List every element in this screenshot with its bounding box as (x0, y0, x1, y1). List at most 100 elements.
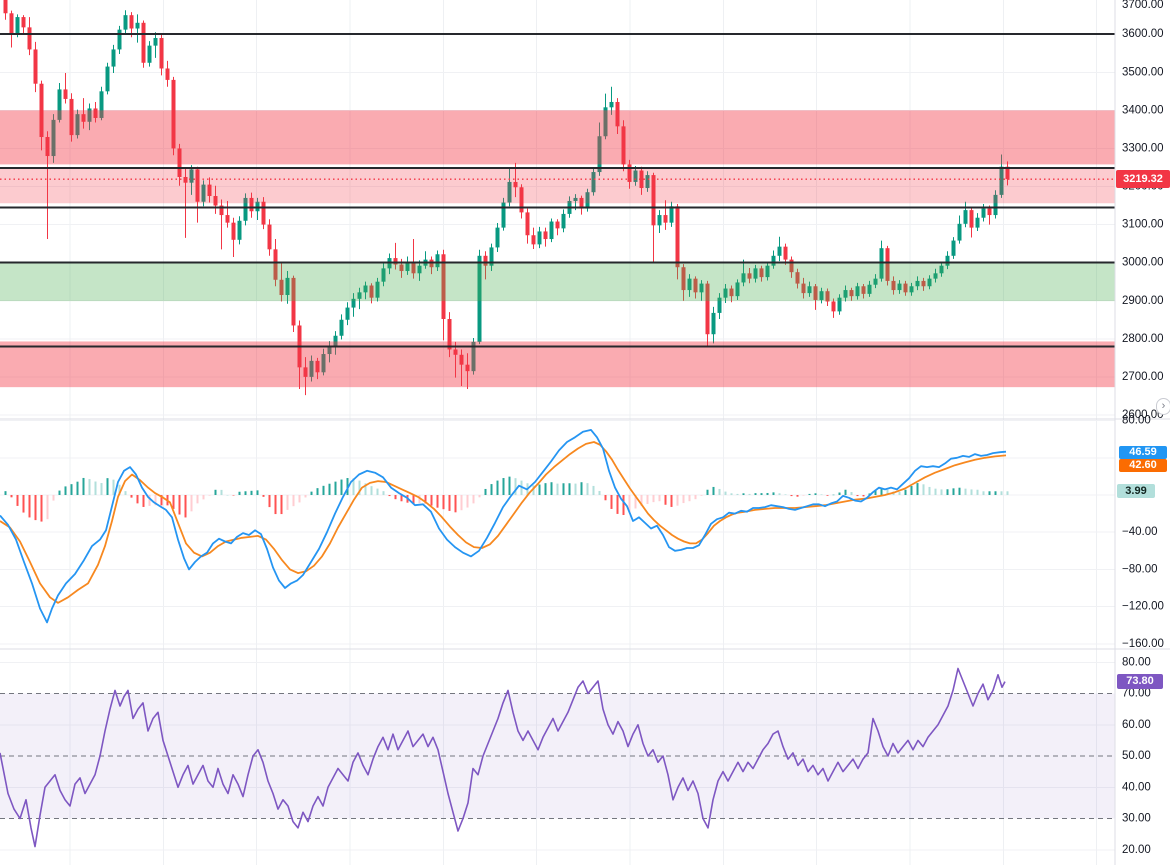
candle (453, 349, 458, 355)
candle (669, 206, 674, 223)
price-axis-label: 2800.00 (1122, 333, 1164, 345)
price-axis-label: 3500.00 (1122, 66, 1164, 78)
candle (315, 360, 320, 373)
candle (363, 285, 368, 293)
rsi-axis-label: 50.00 (1122, 750, 1151, 762)
candle (153, 38, 158, 46)
candle (831, 301, 836, 312)
macd-value-badge: 46.59 (1119, 445, 1167, 459)
price-axis-label: 2700.00 (1122, 371, 1164, 383)
candle (585, 192, 590, 209)
rsi-value-badge: 73.80 (1117, 674, 1163, 690)
zone-support-red[interactable] (0, 341, 1115, 388)
candle (99, 91, 104, 118)
candle (417, 265, 422, 274)
candle (63, 89, 68, 99)
candle (963, 210, 968, 224)
candle (711, 312, 716, 335)
candle (597, 136, 602, 173)
candle (621, 126, 626, 165)
candle (999, 166, 1004, 195)
candle (291, 277, 296, 326)
candle (375, 281, 380, 298)
candle (657, 215, 662, 226)
price-axis-label: 2600.00 (1122, 409, 1164, 421)
rsi-line (0, 667, 1006, 848)
candle (867, 284, 872, 294)
candle (399, 264, 404, 272)
candle (459, 354, 464, 365)
candle (975, 217, 980, 228)
candle (699, 283, 704, 293)
candle (849, 290, 854, 297)
candle (57, 89, 62, 120)
candle (939, 265, 944, 274)
candle (81, 114, 86, 122)
candle (681, 267, 686, 291)
rsi-axis-label: 60.00 (1122, 719, 1151, 731)
candle (285, 277, 290, 296)
candle (495, 227, 500, 248)
rsi-axis-label: 80.00 (1122, 656, 1151, 668)
macd-histogram-value-badge: 3.99 (1117, 484, 1155, 499)
candle (45, 137, 50, 157)
candle (171, 79, 176, 149)
candle (27, 27, 32, 50)
candle (609, 101, 614, 108)
price-axis-label: 3300.00 (1122, 142, 1164, 154)
candle (777, 246, 782, 256)
candle (195, 169, 200, 202)
candle (93, 108, 98, 118)
candle (957, 223, 962, 241)
candle (309, 360, 314, 377)
candle (267, 224, 272, 250)
candle (471, 341, 476, 372)
candle (543, 231, 548, 240)
candle (201, 184, 206, 202)
candle (141, 22, 146, 63)
candle (33, 49, 38, 84)
candle (435, 254, 440, 268)
candle (369, 285, 374, 298)
rsi-axis-label: 20.00 (1122, 844, 1151, 856)
candle (1005, 166, 1010, 180)
candle (39, 83, 44, 138)
candle (159, 38, 164, 69)
price-axis[interactable]: 3700.003600.003500.003400.003300.003200.… (1122, 0, 1164, 856)
candle (735, 282, 740, 297)
candle (951, 240, 956, 256)
candle (249, 197, 254, 212)
candle (219, 205, 224, 216)
macd-signal-line (0, 441, 1007, 604)
candle (261, 201, 266, 225)
candle (861, 286, 866, 294)
price-axis-label: 3000.00 (1122, 257, 1164, 269)
zone-resistance-weak[interactable] (0, 168, 1115, 204)
candle (591, 172, 596, 193)
candle (87, 108, 92, 122)
candle (333, 335, 338, 346)
candle (897, 283, 902, 291)
candle (177, 148, 182, 177)
candle (885, 248, 890, 281)
candle (513, 181, 518, 188)
candle (789, 259, 794, 273)
candle (393, 258, 398, 265)
candle (441, 254, 446, 319)
candle (147, 45, 152, 63)
zone-support-green[interactable] (0, 263, 1115, 302)
last-price-badge: 3219.32 (1116, 170, 1170, 189)
candle (225, 215, 230, 223)
candle (873, 278, 878, 285)
candle (165, 68, 170, 80)
price-scale-collapse-button[interactable]: › (1156, 398, 1170, 415)
candle (993, 194, 998, 216)
candle (903, 283, 908, 293)
candle (639, 170, 644, 189)
candle (507, 181, 512, 203)
candle (531, 235, 536, 245)
zone-resistance-strong[interactable] (0, 110, 1115, 165)
price-axis-label: 3100.00 (1122, 219, 1164, 231)
